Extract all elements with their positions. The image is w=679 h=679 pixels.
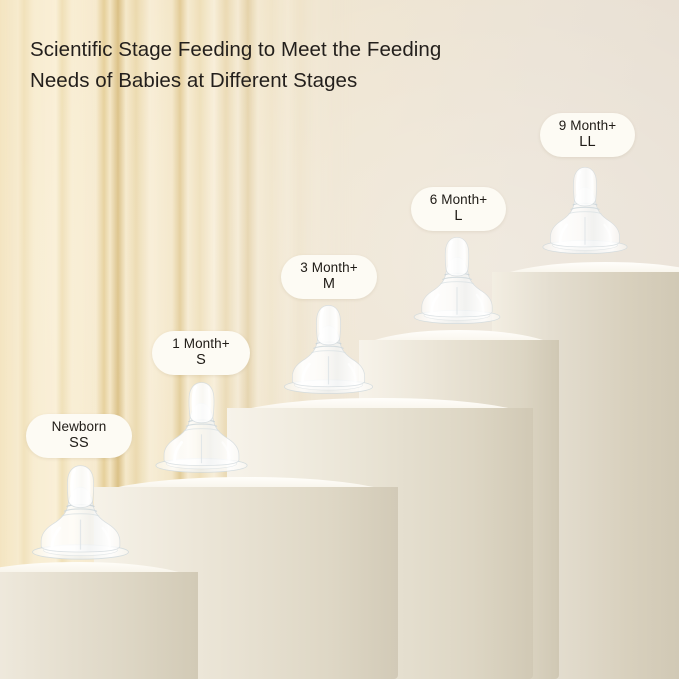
- stage-size-label: L: [454, 207, 463, 224]
- nipple-newborn: [19, 462, 142, 564]
- stage-size-label: SS: [69, 434, 89, 451]
- nipple-1-month: [143, 379, 260, 477]
- stage-size-label: S: [196, 351, 206, 368]
- stage-age-label: 6 Month+: [429, 191, 488, 207]
- stage-label-3-month: 3 Month+ M: [281, 255, 377, 299]
- stage-label-newborn: Newborn SS: [26, 414, 132, 458]
- stage-age-label: Newborn: [51, 418, 107, 434]
- nipple-9-month: [531, 164, 639, 258]
- page-title-line-2: Needs of Babies at Different Stages: [30, 69, 358, 93]
- stage-age-label: 1 Month+: [172, 335, 230, 351]
- stage-label-9-month: 9 Month+ LL: [540, 113, 635, 157]
- page-title-line-1: Scientific Stage Feeding to Meet the Fee…: [30, 38, 442, 61]
- stage-label-1-month: 1 Month+ S: [152, 331, 250, 375]
- nipple-6-month: [402, 234, 512, 328]
- podium-step-newborn: [0, 562, 198, 679]
- stage-age-label: 3 Month+: [300, 259, 358, 275]
- nipple-3-month: [272, 302, 385, 398]
- podium-front-face: [0, 572, 198, 679]
- page-title: Scientific Stage Feeding to Meet the Fee…: [30, 34, 590, 96]
- stage-label-6-month: 6 Month+ L: [411, 187, 506, 231]
- stage-size-label: M: [322, 275, 336, 292]
- stage-size-label: LL: [579, 133, 596, 150]
- stage-age-label: 9 Month+: [558, 117, 617, 133]
